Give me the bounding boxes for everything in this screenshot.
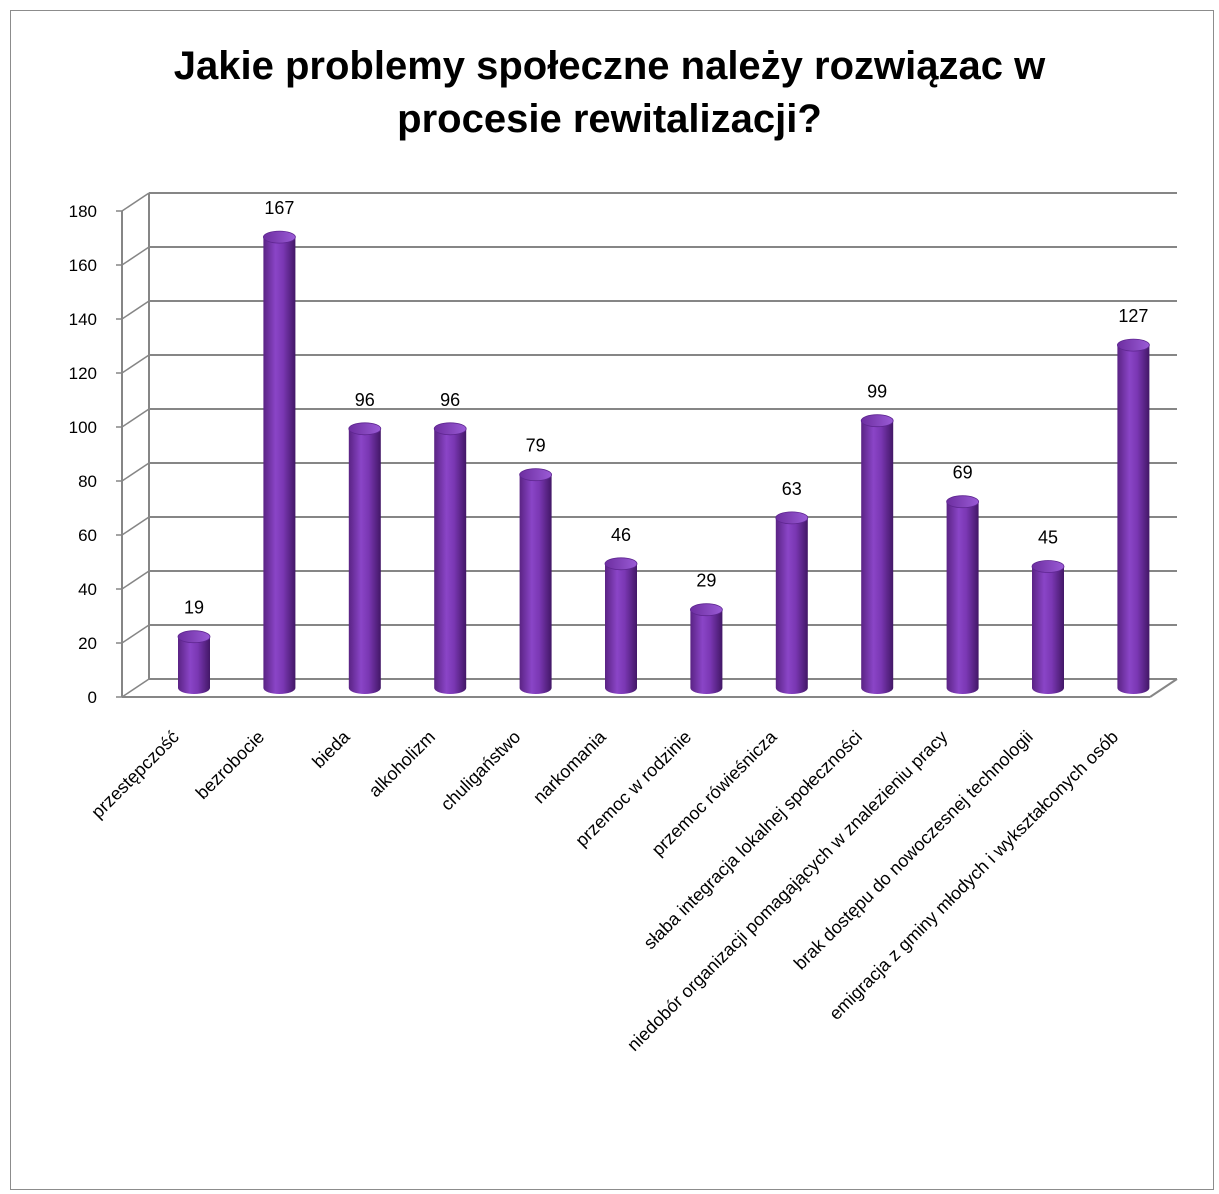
bar-2 [262, 230, 296, 694]
bar-8 [775, 511, 809, 694]
bar-9 [860, 414, 894, 694]
bar-body [348, 428, 381, 694]
bar-top [348, 422, 382, 436]
bar-body [775, 517, 808, 694]
bar-7 [690, 603, 723, 694]
x-tick-label: bezrobocie [192, 727, 268, 803]
bar-top [946, 495, 979, 509]
bar-3 [348, 422, 382, 694]
y-tick-label: 140 [69, 310, 97, 329]
gridline-diagonal [121, 462, 150, 482]
y-tick-label: 180 [69, 202, 97, 221]
y-tick-label: 120 [69, 364, 97, 383]
bar-top [262, 230, 296, 244]
gridline-diagonal [121, 516, 150, 536]
y-tick-label: 100 [69, 418, 97, 437]
y-tick-label: 160 [69, 256, 97, 275]
floor-right-edge [1149, 678, 1178, 698]
y-tick-label: 20 [78, 634, 97, 653]
bar-11 [1031, 560, 1065, 694]
bar-body [1032, 566, 1064, 694]
bar-body [178, 636, 210, 694]
bar-body [861, 420, 894, 694]
bar-body [434, 428, 467, 694]
gridline-diagonal [121, 192, 150, 212]
gridline-diagonal [121, 570, 150, 590]
bar-6 [604, 557, 638, 694]
x-tick-label: przestępczość [87, 727, 183, 823]
data-label: 29 [696, 571, 716, 591]
bar-10 [946, 495, 979, 694]
bar-top [860, 414, 894, 428]
data-label: 63 [782, 479, 802, 499]
data-label: 79 [526, 436, 546, 456]
data-label: 69 [953, 463, 973, 483]
y-tick-label: 0 [88, 688, 97, 707]
bar-top [177, 630, 211, 644]
y-tick-label: 60 [78, 526, 97, 545]
gridline-diagonal [121, 300, 150, 320]
bar-top [690, 603, 723, 617]
chart-title: Jakie problemy społeczne należy rozwiąza… [173, 44, 1046, 141]
bar-body [690, 609, 723, 694]
x-tick-label: bieda [308, 726, 354, 772]
bar-top [1031, 560, 1065, 573]
bar-top [433, 422, 467, 436]
data-label: 127 [1118, 306, 1148, 326]
bar-top [775, 511, 809, 525]
y-tick-label: 80 [78, 472, 97, 491]
x-tick-label: chuligaństwo [437, 727, 525, 815]
bar-12 [1117, 338, 1150, 694]
bar-4 [433, 422, 467, 694]
bar-body [605, 563, 637, 694]
bar-body [519, 474, 552, 694]
x-tick-label: alkoholizm [365, 727, 439, 801]
bar-body [946, 501, 979, 694]
data-label: 96 [440, 390, 460, 410]
data-label: 46 [611, 525, 631, 545]
gridline-diagonal [121, 408, 150, 428]
gridline-diagonal [121, 678, 150, 698]
bar-top [1117, 338, 1150, 352]
data-label: 45 [1038, 528, 1058, 548]
data-label: 99 [867, 382, 887, 402]
bar-top [519, 468, 552, 482]
bar-body [1117, 345, 1150, 694]
y-tick-label: 40 [78, 580, 97, 599]
data-label: 19 [184, 598, 204, 618]
bar-top [604, 557, 638, 571]
gridline-diagonal [121, 354, 150, 374]
bar-5 [519, 468, 552, 694]
x-tick-label: emigracja z gminy młodych i wykształcony… [825, 727, 1122, 1024]
bar-1 [177, 630, 211, 694]
data-label: 96 [355, 390, 375, 410]
x-tick-label: narkomania [529, 726, 610, 807]
bar-body [263, 237, 296, 694]
x-tick-label: niedobór organizacji pomagających w znal… [623, 727, 951, 1055]
gridline-diagonal [121, 624, 150, 644]
gridline-diagonal [121, 246, 150, 266]
data-label: 167 [264, 198, 294, 218]
